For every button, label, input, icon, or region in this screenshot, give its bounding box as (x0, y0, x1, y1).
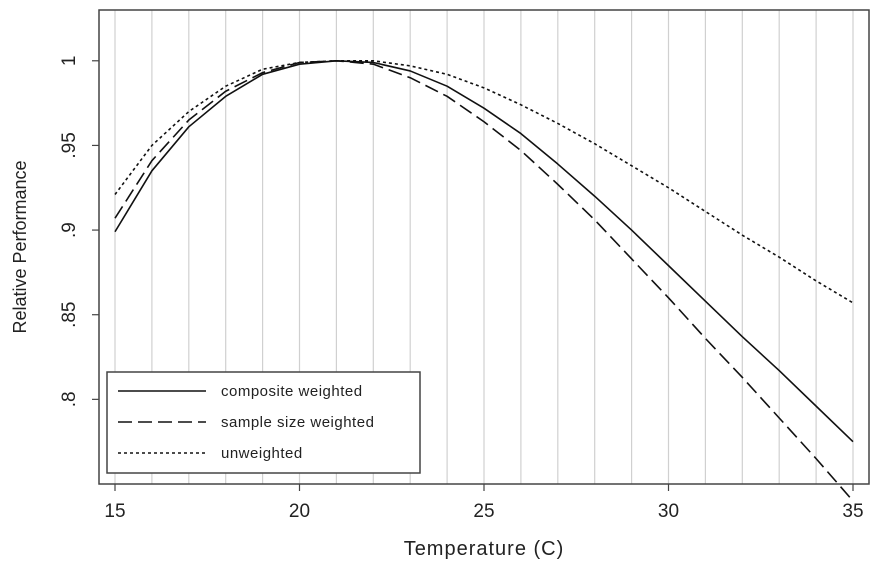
grid-lines (114, 10, 854, 484)
x-tick-label: 35 (842, 501, 863, 522)
series-line-unweighted (114, 59, 854, 304)
y-axis-label: Relative Performance (10, 160, 30, 333)
y-tick-label: 1 (59, 55, 80, 66)
x-axis-label: Temperature (C) (404, 538, 565, 560)
axes: 15 20 25 30 35 .8 .85 .9 .95 1 (59, 55, 864, 522)
x-tick-label: 25 (473, 501, 494, 522)
legend: composite weighted sample size weighted un… (106, 371, 421, 474)
series-lines (114, 59, 854, 502)
y-tick-label: .85 (59, 302, 80, 328)
legend-label: unweighted (221, 445, 303, 462)
y-tick-label: .95 (59, 132, 80, 158)
legend-label: composite weighted (221, 383, 363, 400)
x-tick-label: 15 (104, 501, 125, 522)
legend-label: sample size weighted (221, 414, 374, 431)
y-tick-label: .9 (59, 222, 80, 238)
x-tick-label: 30 (658, 501, 679, 522)
series-line-composite-weighted (114, 59, 854, 443)
y-tick-label: .8 (59, 391, 80, 407)
series-line-sample-size-weighted (114, 59, 854, 502)
x-tick-label: 20 (289, 501, 310, 522)
